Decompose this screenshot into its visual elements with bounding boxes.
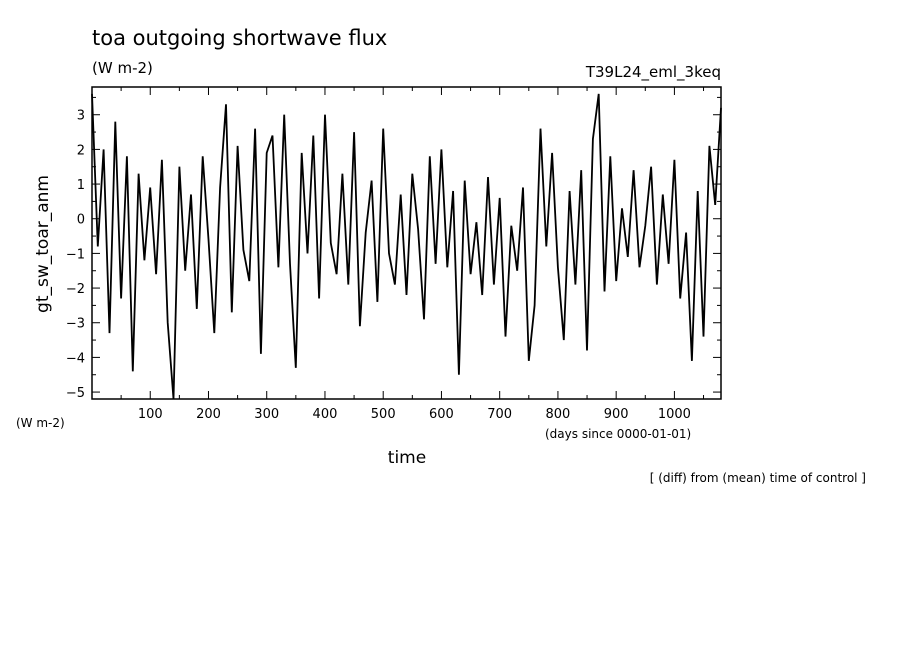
y-tick-label: 2 — [77, 143, 85, 158]
y-axis-units: (W m-2) — [16, 416, 65, 430]
footnote: [ (diff) from (mean) time of control ] — [650, 471, 866, 485]
y-tick-label: 3 — [77, 109, 85, 124]
y-tick-label: −5 — [66, 386, 85, 401]
chart-units: (W m-2) — [92, 59, 153, 77]
x-tick-label: 300 — [254, 407, 279, 422]
run-label: T39L24_eml_3keq — [585, 63, 721, 82]
x-tick-label: 1000 — [658, 407, 691, 422]
x-tick-label: 500 — [371, 407, 396, 422]
x-axis-label: time — [388, 448, 426, 468]
plot-frame — [91, 86, 722, 400]
x-tick-label: 100 — [138, 407, 163, 422]
y-tick-label: 0 — [77, 213, 85, 228]
x-tick-label: 700 — [487, 407, 512, 422]
x-tick-label: 200 — [196, 407, 221, 422]
chart-title: toa outgoing shortwave flux — [92, 26, 387, 50]
x-tick-label: 900 — [604, 407, 629, 422]
x-axis-units: (days since 0000-01-01) — [545, 427, 691, 441]
y-axis-label: gt_sw_toar_anm — [33, 175, 53, 313]
series-line — [91, 93, 722, 400]
y-tick-label: −3 — [66, 317, 85, 332]
y-tick-label: −4 — [66, 351, 85, 366]
axis-ticks: 100 200 300 400 500 600 700 800 900 1000 −5 −4 −3 −2 −… — [66, 87, 721, 422]
x-tick-label: 400 — [313, 407, 338, 422]
y-tick-label: −1 — [66, 247, 85, 262]
x-tick-label: 800 — [546, 407, 571, 422]
y-tick-label: −2 — [66, 282, 85, 297]
x-tick-label: 600 — [429, 407, 454, 422]
y-tick-label: 1 — [77, 178, 85, 193]
series-group — [91, 93, 722, 400]
